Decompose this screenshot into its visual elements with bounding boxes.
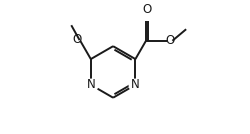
Text: O: O — [142, 3, 152, 16]
Text: O: O — [166, 34, 175, 47]
Text: N: N — [131, 78, 140, 91]
Text: N: N — [86, 78, 95, 91]
Text: O: O — [187, 15, 196, 28]
Text: O: O — [73, 33, 82, 46]
